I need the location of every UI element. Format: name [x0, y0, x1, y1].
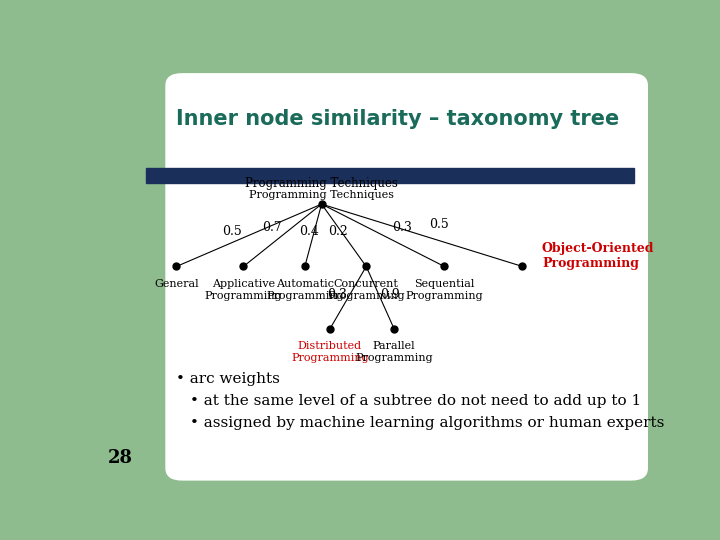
Text: Distributed
Programming: Distributed Programming: [291, 341, 369, 363]
Text: 0.9: 0.9: [380, 288, 400, 301]
Text: Programming Techniques: Programming Techniques: [249, 190, 394, 200]
Text: 0.3: 0.3: [392, 221, 413, 234]
Text: Inner node similarity – taxonomy tree: Inner node similarity – taxonomy tree: [176, 109, 620, 129]
Text: Object-Oriented
Programming: Object-Oriented Programming: [542, 242, 654, 270]
FancyBboxPatch shape: [166, 73, 648, 481]
Text: 0.5: 0.5: [222, 225, 242, 238]
Text: 28: 28: [108, 449, 133, 467]
Text: Concurrent
Programming: Concurrent Programming: [328, 279, 405, 301]
Text: • at the same level of a subtree do not need to add up to 1: • at the same level of a subtree do not …: [190, 394, 642, 408]
Text: 0.2: 0.2: [328, 225, 348, 238]
Text: Programming Techniques: Programming Techniques: [245, 177, 398, 190]
Text: 0.4: 0.4: [299, 225, 319, 238]
Text: General: General: [154, 279, 199, 289]
Text: 0.5: 0.5: [429, 218, 449, 231]
Text: 0.3: 0.3: [328, 288, 347, 301]
Text: • assigned by machine learning algorithms or human experts: • assigned by machine learning algorithm…: [190, 416, 665, 430]
Text: 0.7: 0.7: [262, 221, 282, 234]
Text: Applicative
Programming: Applicative Programming: [204, 279, 282, 301]
Text: Sequential
Programming: Sequential Programming: [405, 279, 483, 301]
Bar: [145, 167, 634, 183]
Text: • arc weights: • arc weights: [176, 372, 280, 386]
Text: Automatic
Programming: Automatic Programming: [266, 279, 343, 301]
Text: Parallel
Programming: Parallel Programming: [355, 341, 433, 363]
